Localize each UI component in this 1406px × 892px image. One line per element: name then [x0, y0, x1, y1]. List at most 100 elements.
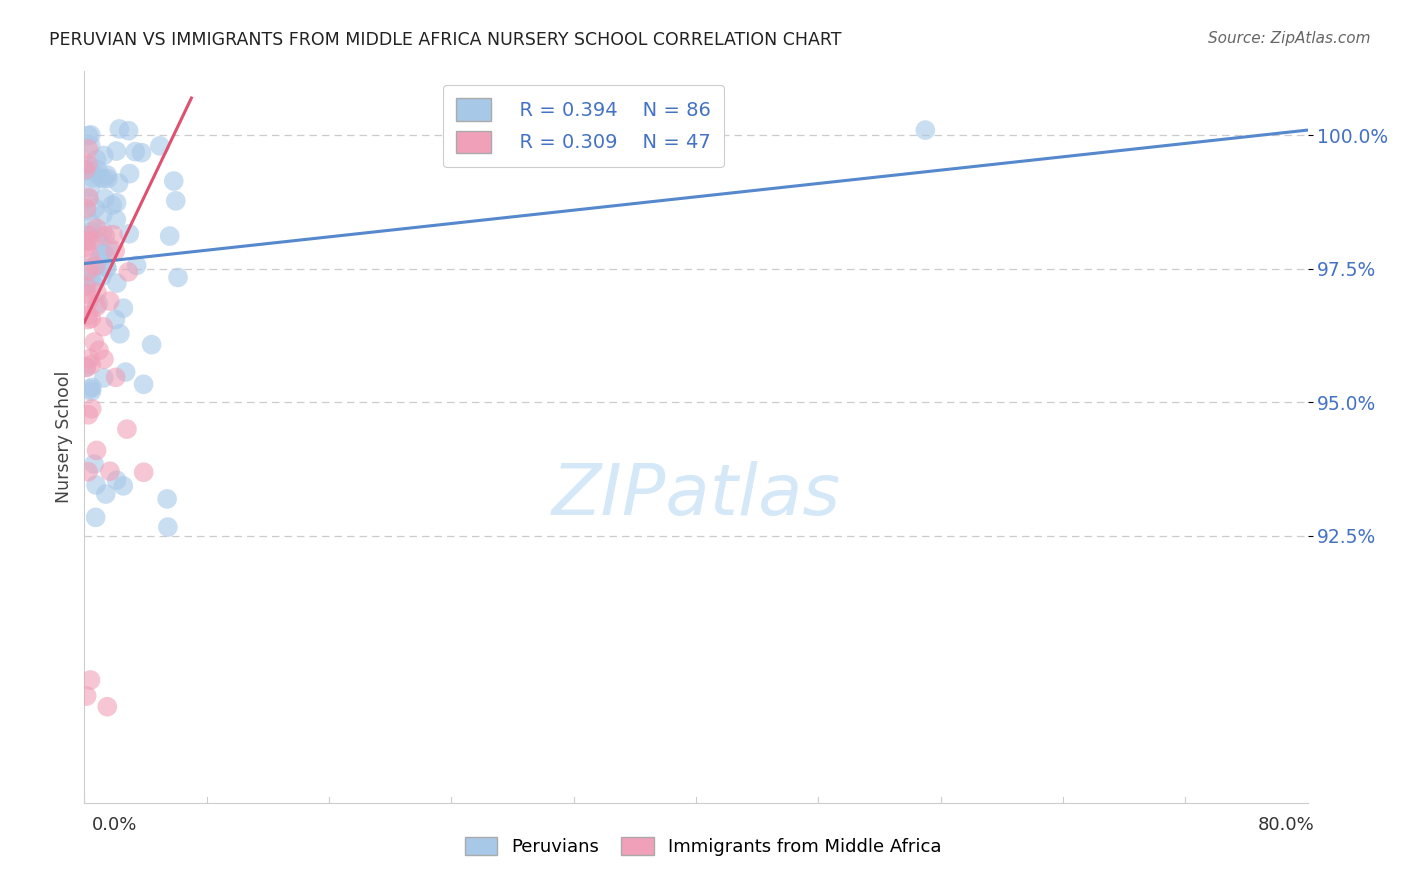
Point: [82, 277, 104, 291]
Point: [75, 241, 97, 255]
Point: [76, 689, 98, 703]
Point: [108, 326, 131, 341]
Point: [125, 259, 148, 273]
Point: [77, 192, 100, 206]
Text: 0.0%: 0.0%: [91, 816, 136, 834]
Legend:   R = 0.394    N = 86,   R = 0.309    N = 47: R = 0.394 N = 86, R = 0.309 N = 47: [443, 85, 724, 167]
Point: [105, 276, 128, 290]
Point: [75, 162, 97, 177]
Point: [76, 204, 98, 219]
Legend: Peruvians, Immigrants from Middle Africa: Peruvians, Immigrants from Middle Africa: [457, 830, 949, 863]
Point: [163, 174, 186, 188]
Point: [132, 377, 155, 392]
Point: [76, 157, 98, 171]
Point: [77, 142, 100, 156]
Point: [124, 145, 146, 159]
Point: [118, 167, 141, 181]
Point: [75, 202, 97, 216]
Point: [131, 145, 153, 160]
Point: [77, 263, 100, 277]
Point: [98, 464, 121, 478]
Point: [79, 673, 101, 687]
Point: [94, 487, 117, 501]
Point: [77, 128, 100, 143]
Point: [94, 228, 117, 243]
Point: [86, 221, 108, 235]
Point: [77, 227, 100, 242]
Point: [79, 159, 101, 173]
Point: [94, 247, 117, 261]
Text: 80.0%: 80.0%: [1258, 816, 1315, 834]
Point: [79, 351, 101, 366]
Point: [117, 265, 139, 279]
Point: [101, 198, 124, 212]
Point: [82, 170, 104, 185]
Point: [87, 234, 110, 248]
Point: [105, 195, 128, 210]
Point: [76, 276, 98, 290]
Point: [87, 253, 110, 268]
Point: [80, 358, 103, 372]
Point: [108, 122, 131, 136]
Text: PERUVIAN VS IMMIGRANTS FROM MIDDLE AFRICA NURSERY SCHOOL CORRELATION CHART: PERUVIAN VS IMMIGRANTS FROM MIDDLE AFRIC…: [49, 31, 842, 49]
Point: [97, 171, 120, 186]
Point: [84, 510, 107, 524]
Point: [156, 491, 179, 506]
Point: [104, 370, 127, 384]
Point: [76, 234, 98, 248]
Point: [104, 244, 127, 258]
Point: [80, 234, 103, 248]
Point: [77, 190, 100, 204]
Point: [87, 297, 110, 311]
Point: [86, 153, 108, 167]
Point: [93, 371, 115, 385]
Point: [112, 301, 135, 316]
Point: [86, 443, 108, 458]
Point: [96, 261, 118, 276]
Point: [83, 334, 105, 349]
Point: [84, 259, 107, 273]
Point: [96, 699, 118, 714]
Point: [104, 312, 127, 326]
Point: [76, 233, 98, 247]
Point: [159, 229, 181, 244]
Point: [75, 163, 97, 178]
Point: [141, 337, 163, 351]
Point: [77, 408, 100, 422]
Point: [87, 162, 110, 177]
Point: [83, 457, 105, 471]
Point: [79, 138, 101, 153]
Point: [80, 128, 103, 142]
Point: [167, 270, 190, 285]
Point: [91, 207, 114, 221]
Point: [105, 212, 128, 227]
Point: [76, 360, 98, 375]
Point: [112, 479, 135, 493]
Point: [80, 380, 103, 394]
Point: [77, 293, 100, 308]
Point: [82, 164, 104, 178]
Point: [156, 520, 179, 534]
Point: [91, 319, 114, 334]
Point: [94, 191, 117, 205]
Point: [77, 465, 100, 479]
Point: [132, 465, 155, 479]
Point: [77, 308, 100, 322]
Point: [76, 286, 98, 301]
Point: [90, 170, 112, 185]
Point: [80, 270, 103, 285]
Point: [84, 201, 107, 215]
Point: [98, 294, 121, 309]
Point: [86, 300, 108, 314]
Point: [80, 311, 103, 326]
Point: [115, 422, 138, 436]
Point: [96, 260, 118, 274]
Point: [165, 194, 187, 208]
Point: [80, 384, 103, 399]
Point: [90, 247, 112, 261]
Point: [75, 279, 97, 293]
Point: [84, 478, 107, 492]
Point: [77, 312, 100, 326]
Point: [79, 382, 101, 396]
Text: Source: ZipAtlas.com: Source: ZipAtlas.com: [1208, 31, 1371, 46]
